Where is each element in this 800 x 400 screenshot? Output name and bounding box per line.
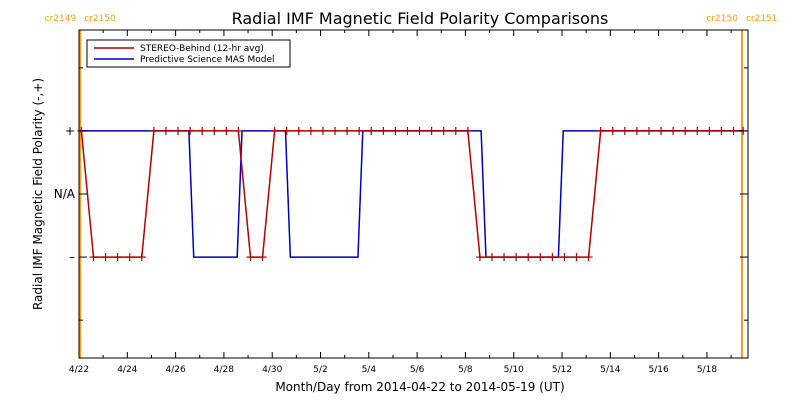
- y-tick-label: N/A: [54, 187, 76, 201]
- stereo-data-point: [101, 253, 110, 262]
- stereo-data-point: [403, 126, 412, 135]
- stereo-data-point: [439, 126, 448, 135]
- stereo-data-point: [500, 253, 509, 262]
- stereo-data-point: [258, 253, 267, 262]
- stereo-data-point: [234, 126, 243, 135]
- stereo-data-point: [113, 253, 122, 262]
- stereo-data-point: [608, 126, 617, 135]
- x-axis-label: Month/Day from 2014-04-22 to 2014-05-19 …: [275, 380, 564, 394]
- x-tick-label: 5/2: [313, 365, 327, 375]
- cr-label-right: cr2151: [746, 14, 778, 24]
- stereo-data-point: [536, 253, 545, 262]
- stereo-data-point: [198, 126, 207, 135]
- stereo-series-line: [80, 130, 744, 258]
- stereo-data-point: [174, 126, 183, 135]
- x-tick-label: 5/10: [504, 365, 524, 375]
- stereo-data-point: [620, 126, 629, 135]
- stereo-data-point: [125, 253, 134, 262]
- stereo-data-point: [355, 126, 364, 135]
- model-series-line: [80, 130, 744, 258]
- stereo-data-point: [475, 253, 484, 262]
- x-tick-label: 5/8: [458, 365, 473, 375]
- y-tick-label: –: [69, 250, 75, 264]
- x-tick-label: 4/26: [165, 365, 185, 375]
- legend-label-stereo: STEREO-Behind (12-hr avg): [140, 44, 264, 54]
- stereo-data-point: [427, 126, 436, 135]
- stereo-data-point: [681, 126, 690, 135]
- series-lines: [77, 126, 748, 262]
- x-tick-label: 5/16: [649, 365, 669, 375]
- stereo-data-point: [524, 253, 533, 262]
- stereo-data-point: [282, 126, 291, 135]
- stereo-data-point: [89, 253, 98, 262]
- stereo-data-point: [161, 126, 170, 135]
- stereo-data-point: [246, 253, 255, 262]
- stereo-data-point: [669, 126, 678, 135]
- cr-label-left: cr2150: [706, 14, 738, 24]
- stereo-data-point: [548, 253, 557, 262]
- cr-label-right: cr2150: [84, 14, 116, 24]
- x-tick-label: 5/14: [600, 365, 620, 375]
- stereo-data-point: [318, 126, 327, 135]
- legend-label-model: Predictive Science MAS Model: [140, 55, 275, 65]
- stereo-data-point: [717, 126, 726, 135]
- stereo-data-point: [343, 126, 352, 135]
- stereo-data-point: [560, 253, 569, 262]
- x-tick-label: 5/6: [410, 365, 425, 375]
- stereo-data-point: [306, 126, 315, 135]
- stereo-data-point: [270, 126, 279, 135]
- x-tick-label: 5/12: [552, 365, 572, 375]
- stereo-data-point: [657, 126, 666, 135]
- x-tick-label: 4/24: [117, 365, 137, 375]
- stereo-data-point: [149, 126, 158, 135]
- x-tick-label: 5/4: [362, 365, 377, 375]
- stereo-data-point: [415, 126, 424, 135]
- stereo-data-point: [693, 126, 702, 135]
- stereo-data-point: [451, 126, 460, 135]
- y-tick-label: +: [65, 124, 75, 138]
- stereo-data-point: [379, 126, 388, 135]
- x-tick-label: 4/30: [262, 365, 282, 375]
- x-tick-label: 4/22: [69, 365, 89, 375]
- stereo-data-point: [512, 253, 521, 262]
- stereo-data-point: [632, 126, 641, 135]
- cr-label-left: cr2149: [45, 14, 77, 24]
- stereo-data-point: [463, 126, 472, 135]
- stereo-data-point: [294, 126, 303, 135]
- stereo-data-point: [644, 126, 653, 135]
- stereo-data-point: [584, 253, 593, 262]
- y-axis-label: Radial IMF Magnetic Field Polarity (-,+): [31, 78, 45, 310]
- plot-frame: [78, 29, 749, 359]
- stereo-data-point: [367, 126, 376, 135]
- legend: STEREO-Behind (12-hr avg) Predictive Sci…: [86, 39, 291, 68]
- x-tick-label: 5/18: [697, 365, 717, 375]
- chart-title: Radial IMF Magnetic Field Polarity Compa…: [232, 9, 609, 28]
- stereo-data-point: [137, 253, 146, 262]
- stereo-data-point: [222, 126, 231, 135]
- stereo-data-point: [596, 126, 605, 135]
- stereo-data-point: [186, 126, 195, 135]
- x-tick-label: 4/28: [214, 365, 234, 375]
- axes: 4/22 4/24 4/26 4/28 4/30 5/2 5/4 5/6 5/8 5/10 5/12…: [54, 30, 748, 375]
- stereo-data-point: [210, 126, 219, 135]
- stereo-data-point: [729, 126, 738, 135]
- stereo-data-point: [487, 253, 496, 262]
- stereo-data-point: [331, 126, 340, 135]
- stereo-data-point: [705, 126, 714, 135]
- legend-box: [86, 39, 291, 68]
- stereo-data-point: [572, 253, 581, 262]
- stereo-data-point: [391, 126, 400, 135]
